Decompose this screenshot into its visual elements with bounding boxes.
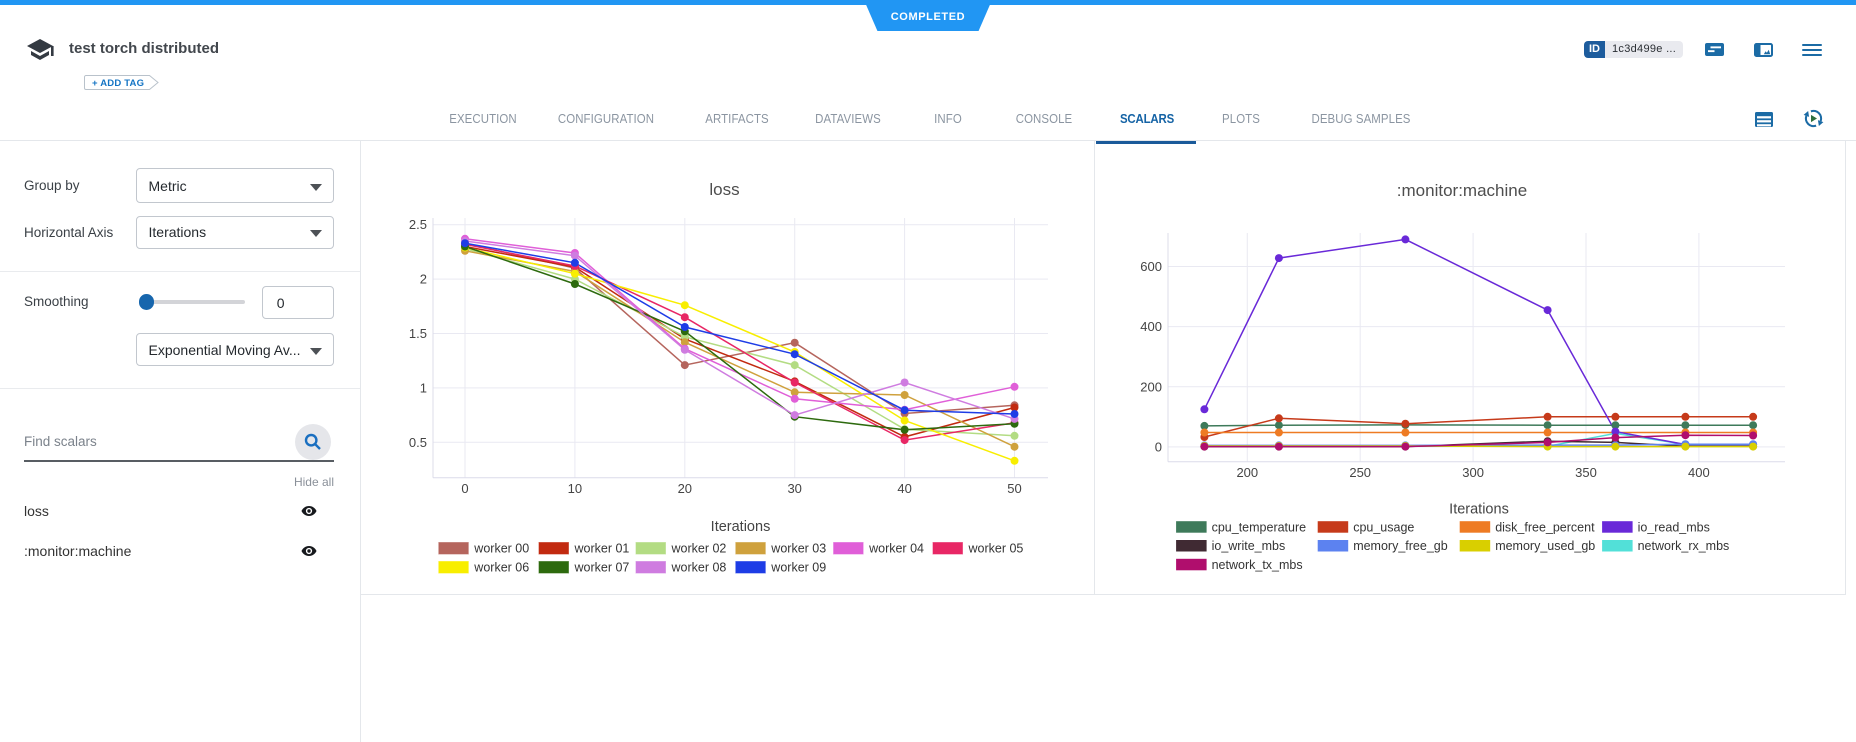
svg-text:memory_free_gb: memory_free_gb <box>1353 539 1448 553</box>
svg-text:worker 03: worker 03 <box>770 542 826 556</box>
svg-text:400: 400 <box>1140 319 1162 334</box>
svg-text:cpu_usage: cpu_usage <box>1353 520 1414 534</box>
svg-text:600: 600 <box>1140 259 1162 274</box>
svg-text:50: 50 <box>1007 481 1021 496</box>
svg-text:300: 300 <box>1462 465 1484 480</box>
svg-text::monitor:machine: :monitor:machine <box>1397 181 1527 200</box>
svg-text:worker 09: worker 09 <box>770 561 826 575</box>
svg-text:1.5: 1.5 <box>409 326 427 341</box>
svg-text:loss: loss <box>709 180 739 199</box>
svg-text:200: 200 <box>1140 379 1162 394</box>
svg-text:Iterations: Iterations <box>711 519 771 535</box>
svg-text:memory_used_gb: memory_used_gb <box>1495 539 1595 553</box>
svg-text:worker 00: worker 00 <box>473 542 529 556</box>
svg-text:disk_free_percent: disk_free_percent <box>1495 520 1595 534</box>
svg-text:io_write_mbs: io_write_mbs <box>1212 539 1286 553</box>
svg-text:worker 04: worker 04 <box>868 542 924 556</box>
svg-text:30: 30 <box>787 481 801 496</box>
svg-text:worker 01: worker 01 <box>574 542 630 556</box>
svg-text:network_rx_mbs: network_rx_mbs <box>1638 539 1730 553</box>
svg-text:1: 1 <box>420 380 427 395</box>
svg-text:250: 250 <box>1349 465 1371 480</box>
svg-text:40: 40 <box>897 481 911 496</box>
svg-text:350: 350 <box>1575 465 1597 480</box>
svg-text:0.5: 0.5 <box>409 435 427 450</box>
svg-text:400: 400 <box>1688 465 1710 480</box>
svg-text:worker 05: worker 05 <box>968 542 1024 556</box>
svg-text:10: 10 <box>568 481 582 496</box>
svg-text:worker 08: worker 08 <box>671 561 727 575</box>
svg-text:network_tx_mbs: network_tx_mbs <box>1212 558 1303 572</box>
svg-text:2.5: 2.5 <box>409 217 427 232</box>
svg-text:io_read_mbs: io_read_mbs <box>1638 520 1710 534</box>
svg-text:0: 0 <box>461 481 468 496</box>
svg-text:0: 0 <box>1155 439 1162 454</box>
svg-text:200: 200 <box>1236 465 1258 480</box>
svg-text:cpu_temperature: cpu_temperature <box>1212 520 1307 534</box>
svg-text:worker 02: worker 02 <box>671 542 727 556</box>
svg-text:worker 07: worker 07 <box>574 561 630 575</box>
svg-text:2: 2 <box>420 272 427 287</box>
svg-text:20: 20 <box>678 481 692 496</box>
svg-text:worker 06: worker 06 <box>473 561 529 575</box>
svg-text:Iterations: Iterations <box>1449 502 1509 518</box>
